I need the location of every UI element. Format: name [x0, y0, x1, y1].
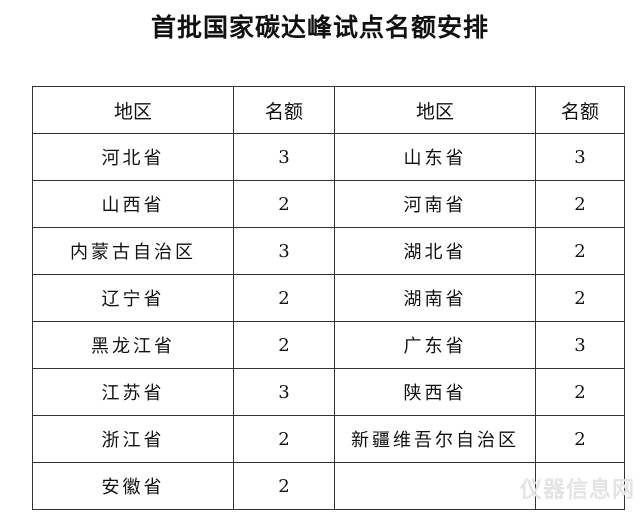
region-cell: 内蒙古自治区 [32, 227, 234, 275]
table-row: 河北省 3 山东省 3 [32, 133, 625, 181]
header-quota: 名额 [535, 86, 625, 134]
quota-cell: 3 [535, 133, 625, 181]
watermark: 仪器信息网 [520, 478, 636, 503]
region-cell: 安徽省 [32, 462, 234, 510]
table-row: 安徽省 2 [32, 462, 625, 510]
quota-cell: 2 [233, 180, 335, 228]
region-cell: 新疆维吾尔自治区 [334, 415, 536, 463]
region-cell: 江苏省 [32, 368, 234, 416]
region-cell: 湖南省 [334, 274, 536, 322]
header-row: 地区 名额 地区 名额 [32, 86, 625, 134]
table-row: 浙江省 2 新疆维吾尔自治区 2 [32, 415, 625, 463]
table-row: 辽宁省 2 湖南省 2 [32, 274, 625, 322]
header-region: 地区 [334, 86, 536, 134]
quota-cell: 2 [535, 274, 625, 322]
region-cell: 陕西省 [334, 368, 536, 416]
quota-cell: 3 [535, 321, 625, 369]
region-cell: 山东省 [334, 133, 536, 181]
page-title: 首批国家碳达峰试点名额安排 [150, 13, 489, 42]
region-cell: 湖北省 [334, 227, 536, 275]
header-quota: 名额 [233, 86, 335, 134]
region-cell: 浙江省 [32, 415, 234, 463]
region-cell: 广东省 [334, 321, 536, 369]
region-cell: 山西省 [32, 180, 234, 228]
quota-cell: 2 [233, 274, 335, 322]
quota-cell: 3 [233, 368, 335, 416]
header-region: 地区 [32, 86, 234, 134]
quota-cell: 2 [535, 368, 625, 416]
table-row: 江苏省 3 陕西省 2 [32, 368, 625, 416]
region-cell: 黑龙江省 [32, 321, 234, 369]
region-cell: 辽宁省 [32, 274, 234, 322]
quota-cell: 2 [233, 321, 335, 369]
quota-cell: 3 [233, 227, 335, 275]
region-cell: 河南省 [334, 180, 536, 228]
region-cell: 河北省 [32, 133, 234, 181]
quota-cell: 2 [233, 415, 335, 463]
quota-table: 地区 名额 地区 名额 河北省 3 山东省 3 山西省 2 河南省 2 内蒙古自治区 3 湖北省 2 辽… [32, 86, 625, 510]
table-row: 黑龙江省 2 广东省 3 [32, 321, 625, 369]
region-cell [334, 462, 536, 510]
quota-cell [535, 462, 625, 510]
quota-cell: 3 [233, 133, 335, 181]
table-row: 内蒙古自治区 3 湖北省 2 [32, 227, 625, 275]
table-row: 山西省 2 河南省 2 [32, 180, 625, 228]
quota-cell: 2 [233, 462, 335, 510]
quota-cell: 2 [535, 415, 625, 463]
quota-cell: 2 [535, 180, 625, 228]
quota-cell: 2 [535, 227, 625, 275]
